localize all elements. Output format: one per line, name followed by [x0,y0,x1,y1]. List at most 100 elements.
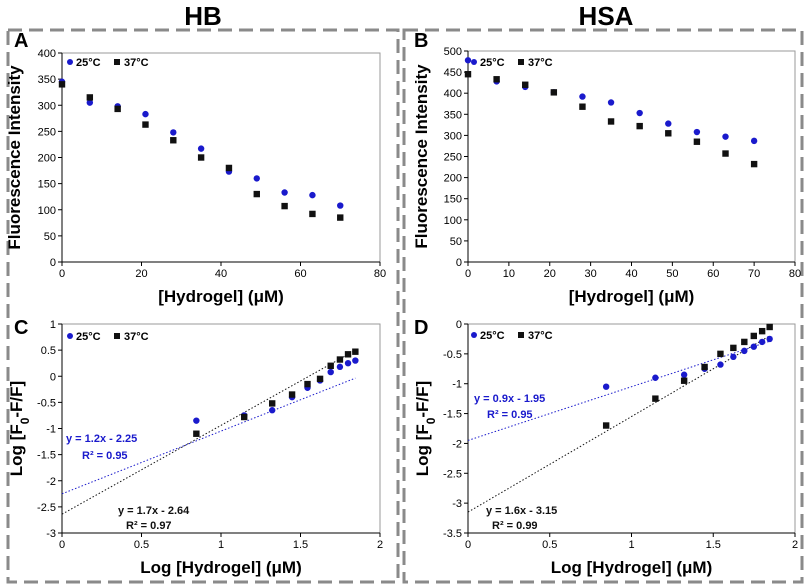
x-tick-label: 60 [707,268,719,280]
point-25c [652,374,659,381]
y-tick-label: -2.5 [37,502,56,514]
x-tick-label: 1 [218,539,224,551]
y-tick-label: 200 [38,153,56,165]
point-37c [193,430,200,437]
panel-d: -3.5 -3 -2.5 -2 -1.5 -1 -0.5 0 0 0.5 1 1.5 2 Log [Hyd… [413,317,798,577]
legend: 25°C 37°C [471,330,553,342]
point-37c [337,214,344,221]
fit-r-squared: R² = 0.95 [82,450,128,462]
y-tick-label: 400 [444,88,462,100]
y-tick-label: -1 [452,379,462,391]
point-37c [114,105,121,113]
point-25c [142,110,149,118]
point-25c [693,128,701,136]
y-tick-label: 250 [38,126,56,138]
point-25c [336,363,344,371]
x-tick-label: 70 [748,268,760,280]
x-tick-label: 2 [377,539,383,551]
fit-equation: y = 1.7x - 2.64 [118,505,190,517]
point-25c [268,407,276,414]
trendline-25c [61,377,356,495]
x-tick-label: 60 [294,268,306,280]
legend: 25°C 37°C [471,57,553,69]
plot-area [61,52,381,263]
y-tick-label: 500 [444,46,462,58]
y-tick-label: -3 [452,498,462,510]
x-tick-label: 0 [465,539,471,551]
y-tick-label: -2.5 [443,468,462,480]
point-37c [730,344,737,352]
point-25c [741,347,748,355]
point-37c [316,375,324,383]
point-37c [288,391,296,398]
x-axis-label: [Hydrogel] (μM) [569,287,695,306]
x-tick-label: 40 [625,268,637,280]
point-25c [607,99,615,106]
point-37c [607,118,615,125]
point-37c [86,94,94,101]
point-37c [722,150,729,157]
point-25c [680,371,688,378]
y-tick-label: 350 [38,74,56,86]
panel-letter: D [414,317,428,339]
point-37c [268,400,276,407]
panel-c: -3 -2.5 -2 -1.5 -1 -0.5 0 0.5 1 0 0.5 1 1.5 2 Log [Hyd… [7,317,383,577]
x-axis-label: Log [Hydrogel] (μM) [551,558,712,577]
hsa-column-frame [402,28,804,584]
y-tick-label: 400 [38,48,56,60]
point-37c [717,350,724,358]
point-37c [281,202,288,210]
point-37c [652,395,659,402]
point-37c [693,138,701,145]
y-tick-label: -2 [452,438,462,450]
y-tick-label: -3 [46,528,56,540]
point-25c [86,99,94,106]
point-25c [758,338,766,346]
y-tick-label: -0.5 [443,349,462,361]
legend-label-25c: 25°C [76,57,101,69]
point-37c [493,76,500,83]
point-25c [579,93,586,100]
y-axis-label: Fluorescence Intensity [412,64,431,249]
x-tick-label: 80 [789,268,801,280]
legend: 25°C 37°C [67,57,149,69]
point-37c [750,160,758,168]
point-37c [766,323,773,331]
plot-area [467,50,796,263]
x-tick-label: 10 [503,268,515,280]
y-tick-label: -2 [46,476,56,488]
y-tick-label: -0.5 [37,397,56,409]
hb-column-title: HB [184,1,222,31]
y-tick-label: 250 [444,152,462,164]
point-37c [636,122,643,130]
y-tick-label: -1.5 [443,409,462,421]
hb-column-frame [6,28,400,584]
point-37c [327,362,334,369]
x-tick-label: 50 [666,268,678,280]
panel-letter: A [14,30,28,52]
y-tick-label: 50 [450,236,462,248]
legend-label-25c: 25°C [480,57,505,69]
legend-marker-25c [67,333,73,339]
point-25c [722,133,729,140]
y-tick-label: 100 [38,205,56,217]
y-tick-label: 300 [444,130,462,142]
point-25c [309,191,316,199]
point-25c [730,353,737,361]
y-tick-label: 150 [444,194,462,206]
legend-marker-37c [114,333,120,339]
point-25c [327,368,334,376]
legend: 25°C 37°C [67,331,149,343]
point-37c [758,327,766,335]
point-37c [197,154,205,161]
panel-a: 0 50 100 150 200 250 300 350 400 0 20 40 60 80 [Hydrog… [5,30,386,306]
point-37c [750,332,757,340]
point-37c [58,81,66,88]
x-tick-label: 1.5 [293,539,308,551]
fit-equation: y = 1.6x - 3.15 [486,505,557,517]
point-25c [750,343,757,350]
point-25c [464,57,472,64]
legend-label-25c: 25°C [76,331,101,343]
point-37c [304,380,311,388]
x-tick-label: 20 [544,268,556,280]
